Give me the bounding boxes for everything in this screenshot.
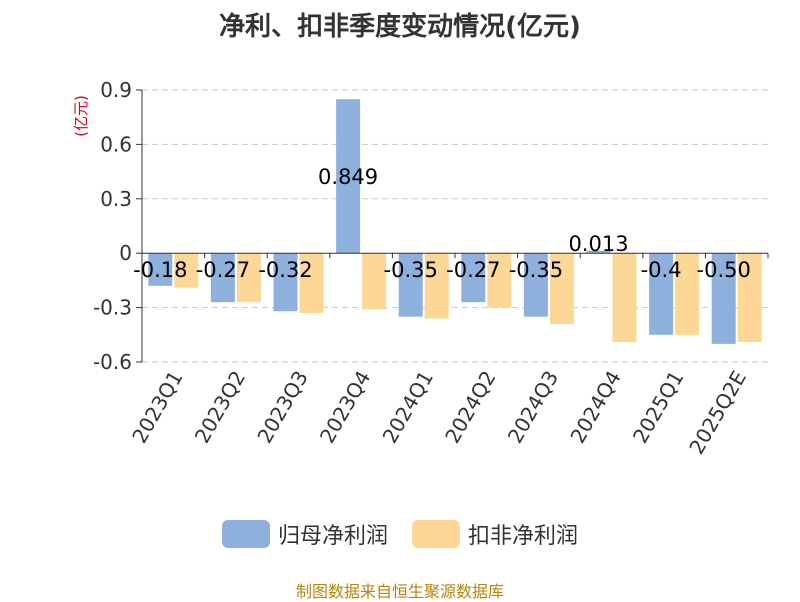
bar-1-2023Q3 bbox=[273, 253, 298, 312]
data-label-2025Q1: -0.4 bbox=[641, 258, 682, 282]
y-tick-label: -0.3 bbox=[93, 296, 132, 320]
legend-swatch-series-1 bbox=[221, 520, 270, 548]
x-tick-label: 2023Q4 bbox=[315, 367, 375, 448]
bar-1-2025Q1 bbox=[649, 253, 674, 335]
y-axis-label: (亿元) bbox=[72, 95, 90, 137]
bar-2-2024Q4 bbox=[612, 253, 637, 343]
y-tick-label: 0.9 bbox=[100, 78, 132, 102]
legend-label-series-1: 归母净利润 bbox=[277, 524, 388, 549]
bar-2-2024Q1 bbox=[424, 253, 449, 319]
bar-1-2024Q3 bbox=[523, 253, 548, 317]
x-tick-label: 2024Q3 bbox=[503, 367, 563, 448]
data-label-2024Q1: -0.35 bbox=[384, 258, 438, 282]
x-tick-label: 2024Q1 bbox=[378, 367, 438, 448]
x-tick-label: 2023Q3 bbox=[252, 367, 312, 448]
bar-2-2024Q2 bbox=[487, 253, 512, 308]
bar-2-2023Q1 bbox=[174, 253, 199, 288]
bar-1-2023Q1 bbox=[148, 253, 173, 286]
x-tick-label: 2024Q4 bbox=[565, 367, 625, 448]
bar-2-2024Q3 bbox=[549, 253, 574, 324]
bar-2-2025Q2E bbox=[737, 253, 762, 343]
bar-chart: 0.9 0.6 0.3 0 -0.3 -0.6 (亿元) -0.18 -0.27 -0.32 0.8… bbox=[72, 78, 769, 459]
data-label-2023Q1: -0.18 bbox=[133, 258, 187, 282]
data-label-2023Q3: -0.32 bbox=[258, 258, 312, 282]
y-tick-label: 0 bbox=[119, 241, 132, 265]
legend-item-series-1[interactable]: 归母净利润 bbox=[221, 518, 388, 550]
legend-swatch-series-2 bbox=[412, 520, 460, 548]
data-label-2025Q2E: -0.50 bbox=[697, 258, 751, 282]
data-label-2024Q3: -0.35 bbox=[509, 258, 563, 282]
legend: 归母净利润 扣非净利润 bbox=[0, 518, 800, 550]
legend-label-series-2: 扣非净利润 bbox=[468, 524, 579, 549]
bar-1-2025Q2E bbox=[711, 253, 736, 344]
bar-2-2023Q3 bbox=[299, 253, 324, 314]
x-tick-label: 2023Q2 bbox=[190, 367, 250, 448]
bar-1-2024Q2 bbox=[461, 253, 486, 303]
bar-2-2023Q4 bbox=[362, 253, 387, 310]
data-label-2023Q4: 0.849 bbox=[318, 165, 378, 189]
x-tick-label: 2024Q2 bbox=[440, 367, 500, 448]
bar-1-2023Q2 bbox=[210, 253, 235, 303]
data-label-2024Q4: 0.013 bbox=[568, 232, 628, 256]
bar-1-2024Q1 bbox=[398, 253, 423, 317]
source-note: 制图数据来自恒生聚源数据库 bbox=[295, 582, 504, 601]
x-tick-label: 2023Q1 bbox=[127, 367, 187, 448]
data-label-2023Q2: -0.27 bbox=[196, 258, 250, 282]
x-tick-label: 2025Q2E bbox=[684, 367, 751, 459]
y-tick-label: 0.6 bbox=[100, 132, 132, 156]
chart-title: 净利、扣非季度变动情况(亿元) bbox=[219, 12, 581, 42]
bar-2-2025Q1 bbox=[675, 253, 700, 335]
bar-2-2023Q2 bbox=[236, 253, 261, 303]
bar-1-2023Q4 bbox=[336, 99, 361, 254]
y-tick-label: -0.6 bbox=[93, 350, 132, 374]
legend-item-series-2[interactable]: 扣非净利润 bbox=[412, 518, 578, 550]
bar-1-2024Q4 bbox=[586, 250, 611, 254]
x-tick-label: 2025Q1 bbox=[628, 367, 688, 448]
y-tick-label: 0.3 bbox=[100, 187, 132, 211]
data-label-2024Q2: -0.27 bbox=[446, 258, 500, 282]
